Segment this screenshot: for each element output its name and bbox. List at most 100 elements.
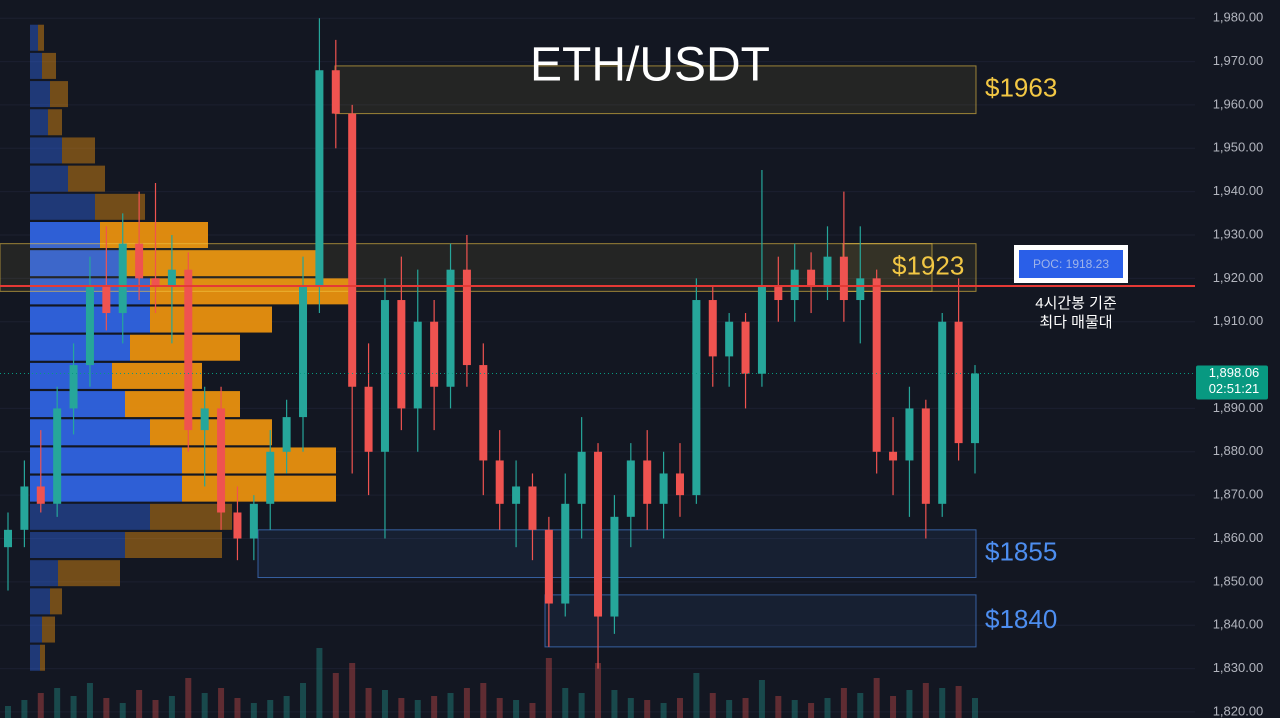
volume-bar (922, 683, 929, 718)
candle-body (856, 278, 865, 301)
volume-bar (939, 688, 946, 718)
candle-body (889, 451, 898, 461)
candle-body (446, 269, 455, 387)
profile-buy-bar (30, 137, 62, 164)
volume-bar (562, 688, 569, 718)
profile-sell-bar (125, 532, 222, 559)
y-tick-label: 1,920.00 (1213, 270, 1264, 285)
profile-buy-bar (30, 644, 40, 671)
volume-bar (119, 703, 126, 718)
profile-buy-bar (30, 475, 182, 502)
volume-bar (37, 693, 44, 718)
y-tick-label: 1,880.00 (1213, 443, 1264, 458)
volume-bar (54, 688, 61, 718)
zone-label: $1923 (892, 250, 964, 280)
candle-body (544, 529, 553, 604)
volume-bar (857, 693, 864, 718)
profile-sell-bar (182, 447, 336, 474)
volume-bar (103, 698, 110, 718)
y-tick-label: 1,960.00 (1213, 96, 1264, 111)
profile-buy-bar (30, 588, 50, 615)
candle-body (217, 408, 226, 513)
volume-bar (824, 698, 831, 718)
volume-bar (381, 690, 388, 718)
volume-bar (775, 696, 782, 718)
front-layer: 1,820.00 1,830.00 1,840.00 1,850.00 1,860.00… (0, 10, 1268, 718)
volume-bar (840, 688, 847, 718)
volume-bar (234, 698, 241, 718)
candle-body (626, 460, 635, 517)
candle-body (348, 113, 357, 387)
candle-body (561, 503, 570, 604)
candle-body (807, 269, 816, 288)
volume-bar (496, 698, 503, 718)
profile-sell-bar (40, 644, 45, 671)
candle-body (594, 451, 603, 617)
zone-label: $1855 (985, 537, 1057, 567)
candle-body (725, 321, 734, 357)
annotation: 최다 매물대 (1039, 314, 1112, 331)
profile-buy-bar (30, 447, 182, 474)
volume-bar (136, 690, 143, 718)
candle-body (167, 269, 176, 288)
profile-buy-bar (30, 532, 125, 559)
candle-body (430, 321, 439, 387)
candle-body (971, 373, 979, 444)
profile-sell-bar (42, 52, 56, 79)
candle-body (577, 451, 586, 504)
profile-buy-bar (30, 560, 58, 587)
volume-bar (513, 700, 520, 718)
volume-bar (890, 696, 897, 718)
volume-bar (545, 658, 552, 718)
volume-bar (529, 703, 536, 718)
countdown-label: 02:51:21 (1209, 381, 1260, 396)
candle-body (675, 473, 684, 496)
zone-label-box (842, 243, 977, 292)
y-tick-label: 1,840.00 (1213, 617, 1264, 632)
y-tick-label: 1,980.00 (1213, 10, 1264, 25)
profile-buy-bar (30, 334, 130, 361)
candle-body (102, 287, 111, 314)
candle-body (200, 408, 209, 431)
candle-body (36, 486, 45, 504)
last-price-label: 1,898.06 (1209, 365, 1260, 380)
profile-sell-bar (38, 24, 44, 51)
zone-label: $1963 (985, 73, 1057, 103)
candle-body (135, 243, 144, 279)
zone-label: $1840 (985, 604, 1057, 634)
volume-bar (595, 663, 602, 718)
candle-body (266, 451, 275, 504)
profile-sell-bar (68, 165, 105, 192)
profile-buy-bar (30, 24, 38, 51)
volume-bar (398, 698, 405, 718)
volume-bar (168, 696, 175, 718)
volume-bar (693, 673, 700, 718)
volume-bar (578, 693, 585, 718)
poc-label-box (1019, 250, 1123, 278)
profile-sell-bar (120, 250, 322, 277)
candle-body (774, 287, 783, 301)
volume-bar (463, 688, 470, 718)
candle-body (413, 321, 422, 409)
candle-body (315, 70, 324, 288)
candle-body (249, 503, 258, 539)
volume-bar (791, 700, 798, 718)
profile-sell-bar (58, 560, 120, 587)
candle-body (528, 486, 537, 530)
volume-bar (70, 696, 77, 718)
candle-body (823, 256, 832, 288)
volume-bar (972, 698, 978, 718)
profile-buy-bar (30, 616, 42, 643)
y-tick-label: 1,850.00 (1213, 573, 1264, 588)
volume-bar (627, 698, 634, 718)
profile-buy-bar (30, 250, 120, 277)
profile-buy-bar (30, 109, 48, 136)
volume-bar (447, 693, 454, 718)
zone-box (544, 594, 977, 648)
candle-body (495, 460, 504, 504)
candle-body (692, 300, 701, 496)
y-tick-label: 1,940.00 (1213, 183, 1264, 198)
mid-layer (4, 18, 979, 669)
volume-bar (676, 698, 683, 718)
profile-buy-bar (30, 52, 42, 79)
